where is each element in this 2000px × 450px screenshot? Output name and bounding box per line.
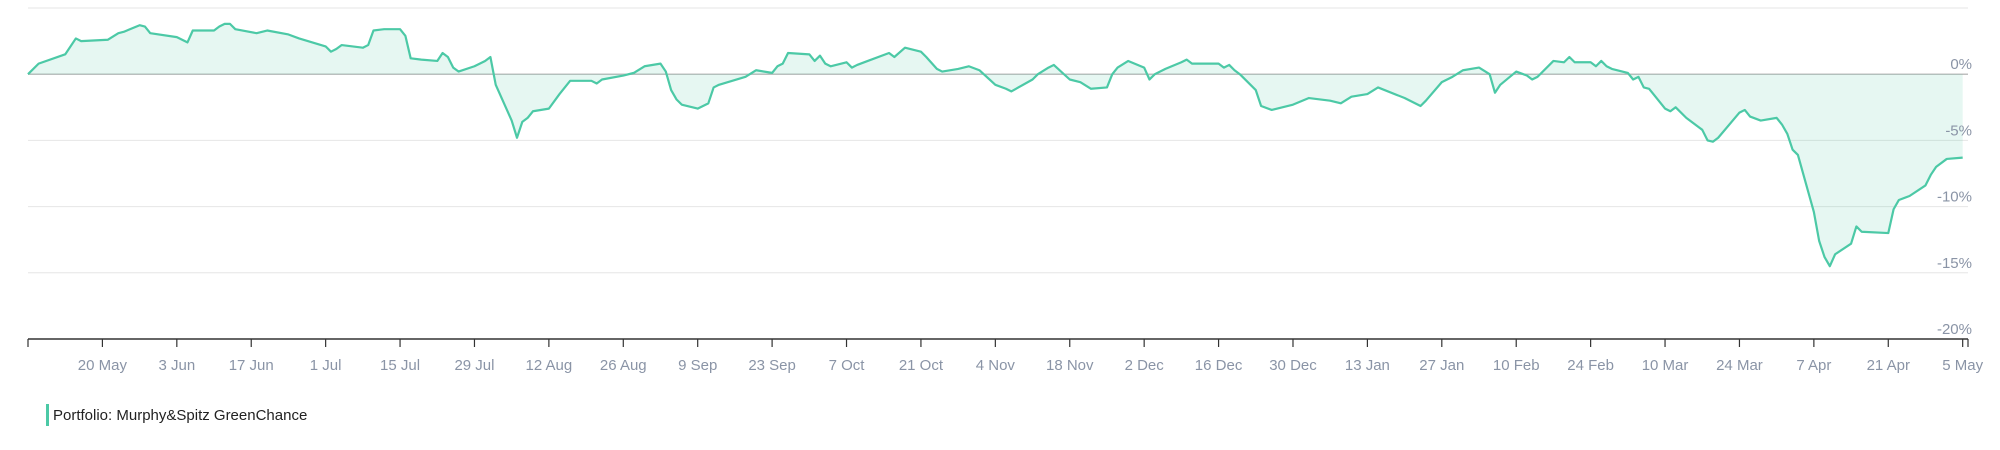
x-tick-label: 27 Jan xyxy=(1419,357,1464,374)
x-axis: 20 May 3 Jun 17 Jun 1 Jul 15 Jul 29 Jul 12 Aug… xyxy=(27,338,1984,374)
x-tick-label: 15 Jul xyxy=(380,357,420,374)
x-tick-label: 26 Aug xyxy=(600,357,647,374)
x-tick-label: 9 Sep xyxy=(678,357,717,374)
y-tick-label: 0% xyxy=(1950,56,1972,73)
x-tick-label: 2 Dec xyxy=(1125,357,1165,374)
x-tick-label: 5 May xyxy=(1942,357,1983,374)
x-tick-label: 4 Nov xyxy=(976,357,1016,374)
legend-swatch xyxy=(46,404,49,426)
x-tick-label: 17 Jun xyxy=(229,357,274,374)
series-line xyxy=(27,22,1963,268)
series-group xyxy=(27,22,1963,268)
y-tick-label: -10% xyxy=(1937,189,1972,206)
x-tick-label: 1 Jul xyxy=(310,357,342,374)
x-tick-label: 10 Feb xyxy=(1493,357,1540,374)
x-tick-label: 24 Feb xyxy=(1567,357,1614,374)
y-tick-label: -15% xyxy=(1937,255,1972,272)
x-tick-label: 20 May xyxy=(78,357,128,374)
x-tick-label: 21 Apr xyxy=(1867,357,1910,374)
x-tick-label: 7 Apr xyxy=(1796,357,1831,374)
x-tick-label: 10 Mar xyxy=(1642,357,1689,374)
x-tick-label: 13 Jan xyxy=(1345,357,1390,374)
x-tick-label: 12 Aug xyxy=(526,357,573,374)
x-tick-label: 29 Jul xyxy=(454,357,494,374)
x-tick-label: 3 Jun xyxy=(158,357,195,374)
y-tick-label: -5% xyxy=(1945,122,1972,139)
legend-label: Portfolio: Murphy&Spitz GreenChance xyxy=(53,406,308,424)
x-tick-label: 30 Dec xyxy=(1269,357,1317,374)
grid-lines xyxy=(28,7,1968,274)
y-axis-labels: 0% -5% -10% -15% -20% xyxy=(1937,56,1972,338)
y-tick-label: -20% xyxy=(1937,321,1972,338)
x-tick-label: 21 Oct xyxy=(899,357,944,374)
legend: Portfolio: Murphy&Spitz GreenChance xyxy=(46,404,307,426)
x-tick-label: 7 Oct xyxy=(829,357,866,374)
x-tick-label: 18 Nov xyxy=(1046,357,1094,374)
x-tick-label: 24 Mar xyxy=(1716,357,1763,374)
x-tick-label: 23 Sep xyxy=(748,357,796,374)
x-tick-label: 16 Dec xyxy=(1195,357,1243,374)
series-area xyxy=(28,23,1963,267)
